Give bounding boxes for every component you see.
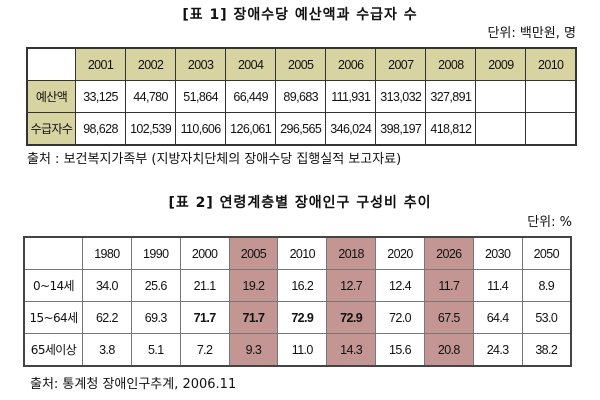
- row-label: 예산액: [26, 80, 76, 113]
- value-cell: 71.7: [228, 301, 279, 334]
- value-cell: 44,780: [125, 80, 177, 113]
- year-header: 2001: [74, 47, 127, 81]
- value-cell: 313,032: [375, 80, 427, 113]
- year-header: 2003: [175, 47, 227, 81]
- year-header: 2020: [375, 236, 425, 270]
- year-header: 2050: [521, 236, 572, 270]
- value-cell: 53.0: [521, 301, 572, 334]
- corner-cell: [23, 236, 83, 270]
- value-cell: 3.8: [82, 333, 132, 367]
- table2-source: 출처: 통계청 장애인구추계, 2006.11: [30, 377, 237, 392]
- budget-table: 2001 2002 2003 2004 2005 2006 2007 2008 2009 2010…: [26, 47, 577, 146]
- value-cell: 14.3: [326, 333, 377, 367]
- corner-cell: [26, 47, 76, 81]
- value-cell: 19.2: [228, 269, 279, 302]
- value-cell: 21.1: [179, 269, 230, 302]
- value-cell: [525, 112, 577, 146]
- value-cell: 327,891: [425, 80, 477, 113]
- value-cell: 51,864: [175, 80, 227, 113]
- value-cell: 25.6: [130, 269, 181, 302]
- value-cell: 71.7: [179, 301, 230, 334]
- value-cell: 89,683: [275, 80, 327, 113]
- value-cell: 7.2: [179, 333, 230, 367]
- value-cell: 9.3: [228, 333, 279, 367]
- year-header: 2018: [326, 236, 377, 270]
- table-row: 15~64세 62.2 69.3 71.7 71.7 72.9 72.9 72.0 67.5 64…: [23, 301, 572, 334]
- year-header: 2010: [277, 236, 328, 270]
- value-cell: [525, 80, 577, 113]
- year-header: 2030: [472, 236, 523, 270]
- year-header: 2026: [423, 236, 474, 270]
- value-cell: 12.4: [375, 269, 425, 302]
- table1-unit: 단위: 백만원, 명: [487, 26, 576, 41]
- row-label: 0~14세: [23, 269, 83, 302]
- value-cell: 126,061: [225, 112, 277, 146]
- year-header: 2005: [275, 47, 327, 81]
- row-label: 수급자수: [26, 112, 76, 146]
- value-cell: 66,449: [225, 80, 277, 113]
- value-cell: 34.0: [82, 269, 132, 302]
- value-cell: 11.7: [423, 269, 474, 302]
- table1-source: 출처 : 보건복지가족부 (지방자치단체의 장애수당 집행실적 보고자료): [27, 152, 402, 167]
- table-row: 수급자수 98,628 102,539 110,606 126,061 296,565 34…: [26, 112, 577, 146]
- value-cell: 33,125: [74, 80, 127, 113]
- value-cell: 67.5: [423, 301, 474, 334]
- value-cell: 110,606: [175, 112, 227, 146]
- year-header: 2005: [228, 236, 279, 270]
- value-cell: 418,812: [425, 112, 477, 146]
- value-cell: 72.9: [277, 301, 328, 334]
- value-cell: 296,565: [275, 112, 327, 146]
- value-cell: 398,197: [375, 112, 427, 146]
- value-cell: 98,628: [74, 112, 127, 146]
- value-cell: 102,539: [125, 112, 177, 146]
- age-composition-table: 1980 1990 2000 2005 2010 2018 2020 2026 2030 2050…: [23, 236, 572, 367]
- year-header: 2007: [375, 47, 427, 81]
- value-cell: 16.2: [277, 269, 328, 302]
- row-label: 65세이상: [23, 333, 83, 367]
- value-cell: 111,931: [325, 80, 377, 113]
- value-cell: 8.9: [521, 269, 572, 302]
- value-cell: [475, 112, 527, 146]
- year-header: 2004: [225, 47, 277, 81]
- value-cell: 11.0: [277, 333, 328, 367]
- value-cell: 69.3: [130, 301, 181, 334]
- year-header: 2008: [425, 47, 477, 81]
- value-cell: 11.4: [472, 269, 523, 302]
- year-header: 2002: [125, 47, 177, 81]
- header-row: 2001 2002 2003 2004 2005 2006 2007 2008 2009 2010: [26, 47, 577, 81]
- value-cell: 72.9: [326, 301, 377, 334]
- year-header: 2000: [179, 236, 230, 270]
- value-cell: 346,024: [325, 112, 377, 146]
- year-header: 1980: [82, 236, 132, 270]
- table-row: 예산액 33,125 44,780 51,864 66,449 89,683 111,931…: [26, 80, 577, 113]
- year-header: 2009: [475, 47, 527, 81]
- value-cell: [475, 80, 527, 113]
- year-header: 2010: [525, 47, 577, 81]
- year-header: 1990: [130, 236, 181, 270]
- value-cell: 5.1: [130, 333, 181, 367]
- value-cell: 15.6: [375, 333, 425, 367]
- value-cell: 12.7: [326, 269, 377, 302]
- table2-unit: 단위: %: [527, 215, 572, 230]
- value-cell: 72.0: [375, 301, 425, 334]
- row-label: 15~64세: [23, 301, 83, 334]
- year-header: 2006: [325, 47, 377, 81]
- value-cell: 62.2: [82, 301, 132, 334]
- value-cell: 24.3: [472, 333, 523, 367]
- header-row: 1980 1990 2000 2005 2010 2018 2020 2026 2030 2050: [23, 236, 572, 270]
- table2-title: [표 2] 연령계층별 장애인구 구성비 추이: [168, 195, 432, 211]
- table-row: 0~14세 34.0 25.6 21.1 19.2 16.2 12.7 12.4 11.7 11.…: [23, 269, 572, 302]
- value-cell: 38.2: [521, 333, 572, 367]
- value-cell: 64.4: [472, 301, 523, 334]
- table-row: 65세이상 3.8 5.1 7.2 9.3 11.0 14.3 15.6 20.8 24.3 38.…: [23, 333, 572, 367]
- table1-title: [표 1] 장애수당 예산액과 수급자 수: [182, 7, 418, 23]
- value-cell: 20.8: [423, 333, 474, 367]
